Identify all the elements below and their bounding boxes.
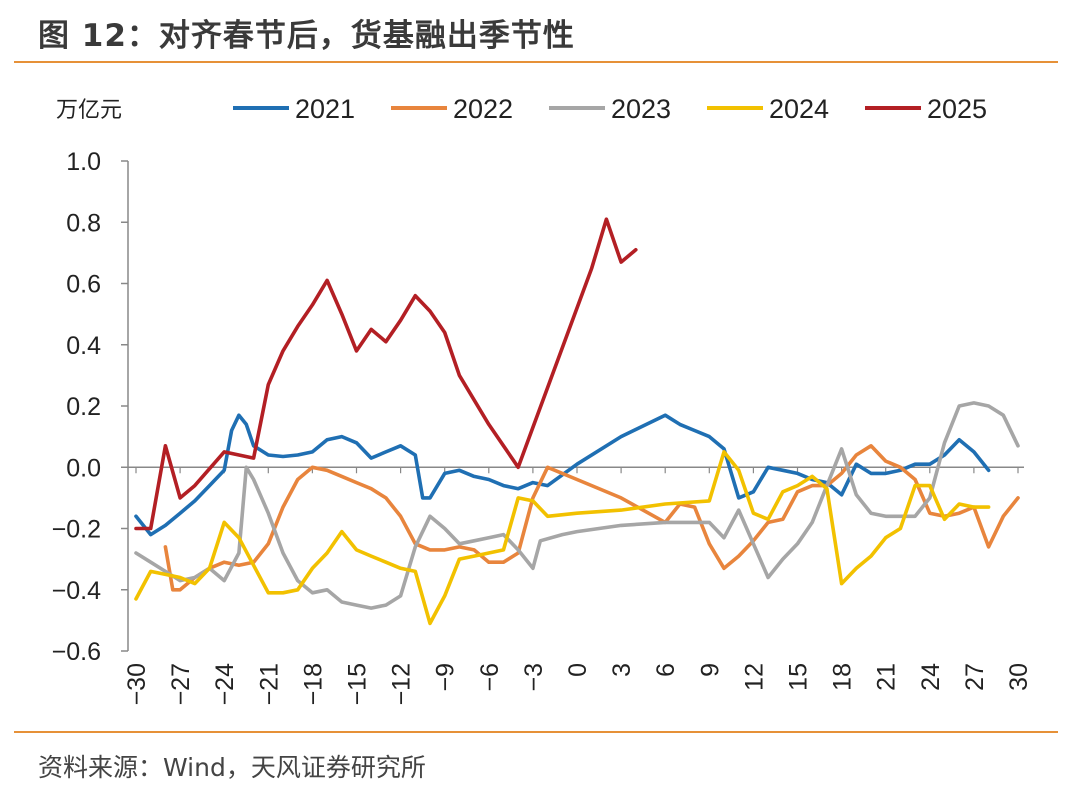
x-tick-label: 12 bbox=[740, 663, 768, 691]
x-tick-label: 9 bbox=[696, 663, 724, 677]
legend-label-2022: 2022 bbox=[453, 94, 513, 124]
title-divider bbox=[14, 61, 1058, 63]
y-tick-label: 0.6 bbox=[66, 271, 101, 299]
x-tick-label: −21 bbox=[255, 663, 283, 705]
y-tick-label: −0.4 bbox=[52, 577, 101, 605]
series-line-2023 bbox=[134, 401, 1020, 610]
x-tick-label: −6 bbox=[476, 663, 504, 692]
footer-divider bbox=[14, 731, 1058, 733]
legend-label-2023: 2023 bbox=[611, 94, 671, 124]
legend-label-2021: 2021 bbox=[295, 94, 355, 124]
y-tick-label: 0.2 bbox=[66, 393, 101, 421]
x-tick-label: 6 bbox=[652, 663, 680, 677]
series-line-2022 bbox=[163, 444, 1020, 592]
legend-label-2024: 2024 bbox=[769, 94, 829, 124]
legend: 2021 2022 2023 2024 2025 bbox=[233, 94, 987, 124]
x-tick-label: −12 bbox=[388, 663, 416, 705]
x-tick-label: 24 bbox=[917, 663, 945, 691]
unit-label: 万亿元 bbox=[56, 98, 122, 123]
axes: 1.00.80.60.40.20.0−0.2−0.4−0.6−30 −27 −24−… bbox=[52, 98, 1033, 705]
y-tick-label: −0.2 bbox=[52, 516, 101, 544]
y-tick-label: 0.8 bbox=[66, 209, 101, 237]
y-tick-label: 0.0 bbox=[66, 454, 101, 482]
legend-label-2025: 2025 bbox=[927, 94, 987, 124]
x-tick-label: −3 bbox=[520, 663, 548, 692]
series-line-2024 bbox=[134, 450, 991, 626]
x-tick-label: −24 bbox=[211, 663, 239, 706]
chart-title: 图 12：对齐春节后，货基融出季节性 bbox=[38, 18, 575, 54]
y-tick-label: 0.4 bbox=[66, 332, 101, 360]
x-tick-label: −30 bbox=[123, 663, 151, 705]
x-tick-label: 30 bbox=[1005, 663, 1033, 691]
x-tick-label: 0 bbox=[564, 663, 592, 677]
x-tick-label: −15 bbox=[344, 663, 372, 705]
y-tick-label: 1.0 bbox=[66, 148, 101, 176]
source-note: 资料来源：Wind，天风证券研究所 bbox=[38, 753, 426, 782]
x-tick-label: 3 bbox=[608, 663, 636, 677]
x-tick-label: −27 bbox=[167, 663, 195, 705]
x-tick-label: 21 bbox=[873, 663, 901, 691]
series-layer bbox=[134, 217, 1020, 626]
x-tick-label: 18 bbox=[829, 663, 857, 691]
x-tick-label: 15 bbox=[785, 663, 813, 691]
x-tick-label: −18 bbox=[299, 663, 327, 705]
x-tick-label: −9 bbox=[432, 663, 460, 692]
y-tick-label: −0.6 bbox=[52, 638, 101, 666]
line-chart: 1.00.80.60.40.20.0−0.2−0.4−0.6−30 −27 −24−… bbox=[52, 94, 1033, 705]
x-tick-label: 27 bbox=[961, 663, 989, 691]
series-line-2025 bbox=[134, 217, 638, 531]
